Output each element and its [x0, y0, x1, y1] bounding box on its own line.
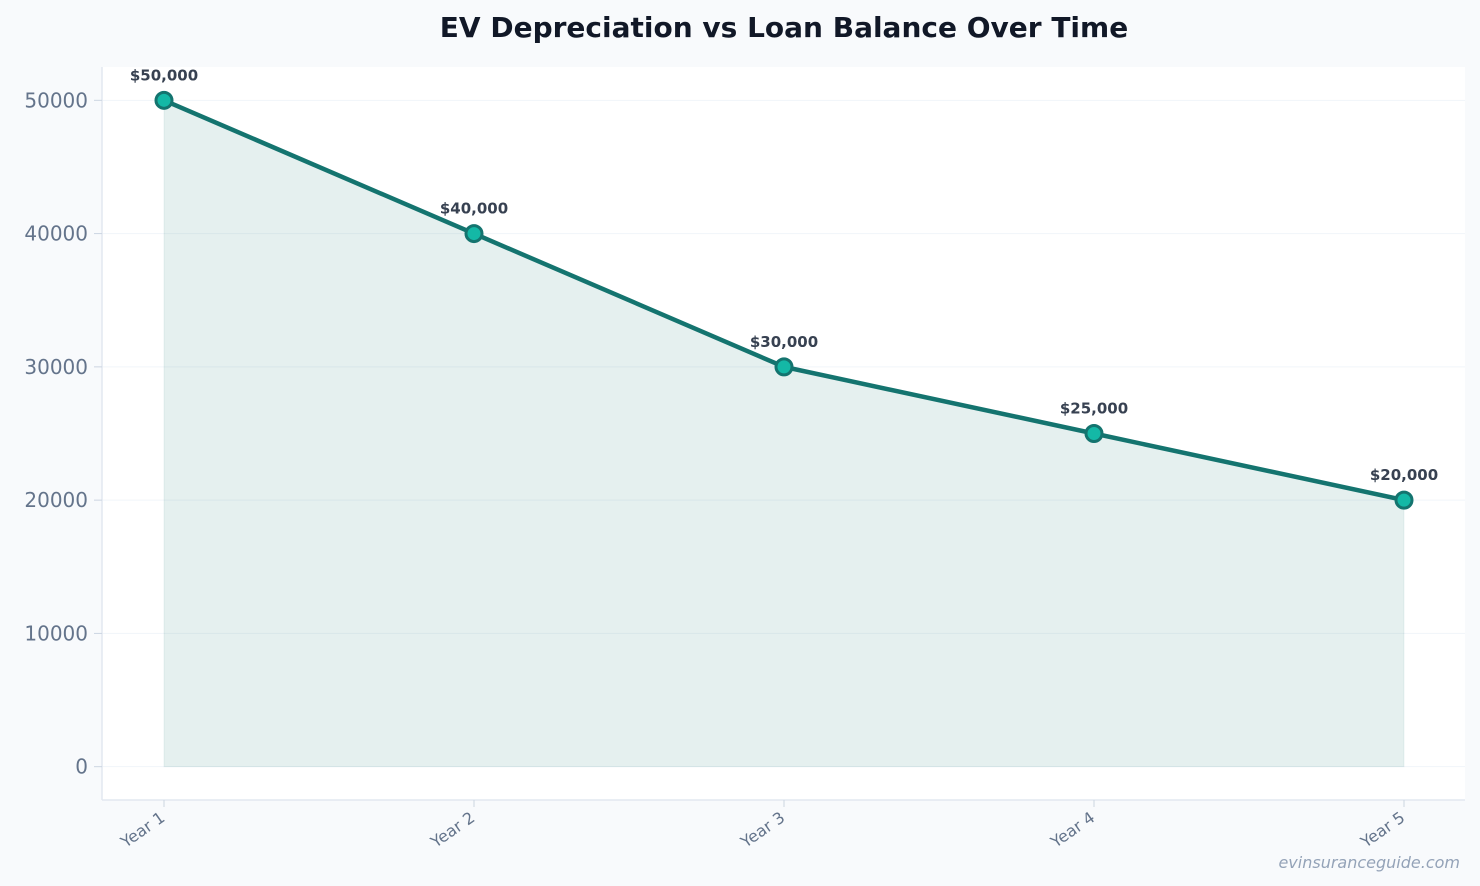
- x-tick-label: Year 5: [1356, 808, 1408, 852]
- data-label: $40,000: [440, 200, 508, 218]
- chart-title: EV Depreciation vs Loan Balance Over Tim…: [440, 11, 1128, 44]
- y-tick-label: 0: [75, 755, 88, 779]
- plot-area-background: [102, 67, 1465, 800]
- y-tick-label: 40000: [24, 222, 88, 246]
- data-point: [154, 90, 174, 110]
- watermark: evinsuranceguide.com: [1278, 853, 1460, 872]
- x-tick-label: Year 3: [736, 808, 788, 852]
- x-tick-label: Year 1: [116, 808, 168, 852]
- data-point: [1394, 490, 1414, 510]
- y-tick-label: 50000: [24, 88, 88, 112]
- y-tick-label: 10000: [24, 621, 88, 645]
- data-label: $50,000: [130, 66, 198, 84]
- data-markers: [154, 90, 1414, 510]
- x-axis-ticks: Year 1 Year 2 Year 3 Year 4 Year 5: [116, 800, 1408, 852]
- data-labels: $50,000 $40,000 $30,000 $25,000 $20,000: [130, 66, 1438, 484]
- y-axis-ticks: 0 10000 20000 30000 40000 50000: [24, 88, 102, 779]
- y-tick-label: 30000: [24, 355, 88, 379]
- data-label: $20,000: [1370, 466, 1438, 484]
- y-tick-label: 20000: [24, 488, 88, 512]
- x-tick-label: Year 4: [1046, 808, 1098, 852]
- data-label: $30,000: [750, 333, 818, 351]
- data-point: [774, 357, 794, 377]
- data-point: [1084, 424, 1104, 443]
- data-label: $25,000: [1060, 400, 1128, 418]
- x-tick-label: Year 2: [426, 808, 478, 852]
- data-point: [464, 224, 484, 244]
